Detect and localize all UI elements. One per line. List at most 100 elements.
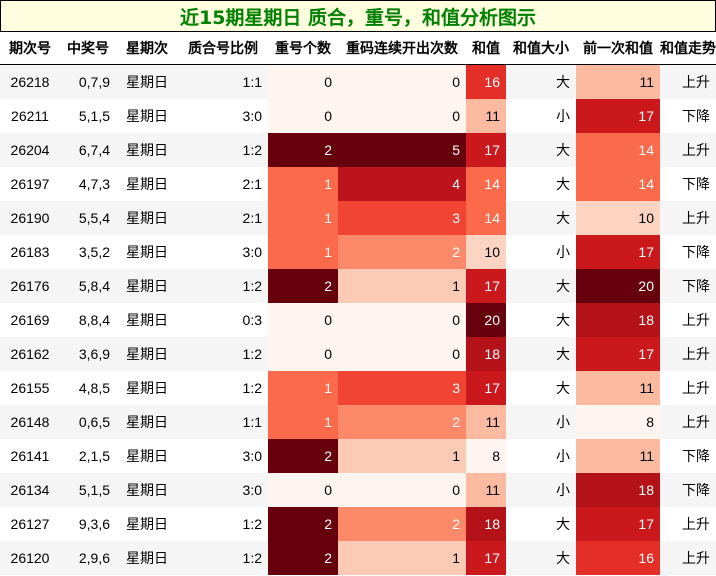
table-row: 26204 6,7,4 星期日 1:2 2 5 17 大 14 上升 <box>0 133 716 167</box>
cell-8: 11 <box>576 64 660 99</box>
cell-8: 17 <box>576 507 660 541</box>
cell-9: 下降 <box>660 439 716 473</box>
table-body: 26218 0,7,9 星期日 1:1 0 0 16 大 11 上升 26211 5,1,5 星期日 3:… <box>0 64 716 575</box>
cell-9: 上升 <box>660 405 716 439</box>
cell-1: 9,3,6 <box>60 507 116 541</box>
cell-0: 26155 <box>0 371 60 405</box>
cell-2: 星期日 <box>116 303 178 337</box>
cell-4: 1 <box>268 405 338 439</box>
table-row: 26127 9,3,6 星期日 1:2 2 2 18 大 17 上升 <box>0 507 716 541</box>
cell-7: 大 <box>506 201 576 235</box>
cell-9: 下降 <box>660 235 716 269</box>
cell-4: 2 <box>268 269 338 303</box>
cell-1: 0,6,5 <box>60 405 116 439</box>
cell-8: 17 <box>576 99 660 133</box>
table-row: 26134 5,1,5 星期日 3:0 0 0 11 小 18 下降 <box>0 473 716 507</box>
cell-7: 大 <box>506 269 576 303</box>
cell-1: 2,1,5 <box>60 439 116 473</box>
cell-6: 17 <box>466 371 506 405</box>
cell-2: 星期日 <box>116 371 178 405</box>
cell-9: 上升 <box>660 133 716 167</box>
table-row: 26141 2,1,5 星期日 3:0 2 1 8 小 11 下降 <box>0 439 716 473</box>
cell-5: 0 <box>338 337 466 371</box>
cell-4: 2 <box>268 507 338 541</box>
cell-7: 大 <box>506 507 576 541</box>
cell-4: 1 <box>268 167 338 201</box>
cell-3: 1:2 <box>178 541 268 575</box>
cell-0: 26218 <box>0 64 60 99</box>
cell-7: 小 <box>506 405 576 439</box>
header-row: 期次号 中奖号 星期次 质合号比例 重号个数 重码连续开出次数 和值 和值大小 前一次和值 和值走… <box>0 32 716 65</box>
cell-6: 18 <box>466 337 506 371</box>
table-row: 26176 5,8,4 星期日 1:2 2 1 17 大 20 下降 <box>0 269 716 303</box>
cell-3: 3:0 <box>178 99 268 133</box>
cell-4: 2 <box>268 439 338 473</box>
cell-0: 26162 <box>0 337 60 371</box>
cell-8: 10 <box>576 201 660 235</box>
cell-7: 小 <box>506 439 576 473</box>
cell-0: 26204 <box>0 133 60 167</box>
cell-6: 11 <box>466 405 506 439</box>
cell-1: 5,1,5 <box>60 99 116 133</box>
table-row: 26155 4,8,5 星期日 1:2 1 3 17 大 11 上升 <box>0 371 716 405</box>
cell-1: 4,8,5 <box>60 371 116 405</box>
cell-3: 3:0 <box>178 473 268 507</box>
cell-6: 8 <box>466 439 506 473</box>
cell-6: 20 <box>466 303 506 337</box>
cell-9: 上升 <box>660 507 716 541</box>
cell-5: 4 <box>338 167 466 201</box>
cell-4: 2 <box>268 541 338 575</box>
cell-4: 0 <box>268 64 338 99</box>
cell-7: 大 <box>506 337 576 371</box>
cell-6: 17 <box>466 541 506 575</box>
cell-5: 0 <box>338 473 466 507</box>
cell-0: 26141 <box>0 439 60 473</box>
cell-2: 星期日 <box>116 133 178 167</box>
cell-7: 大 <box>506 167 576 201</box>
cell-3: 2:1 <box>178 201 268 235</box>
cell-4: 1 <box>268 371 338 405</box>
cell-5: 2 <box>338 235 466 269</box>
cell-8: 16 <box>576 541 660 575</box>
cell-1: 5,5,4 <box>60 201 116 235</box>
cell-5: 2 <box>338 507 466 541</box>
cell-9: 下降 <box>660 167 716 201</box>
cell-6: 14 <box>466 201 506 235</box>
cell-7: 小 <box>506 473 576 507</box>
cell-4: 1 <box>268 201 338 235</box>
cell-8: 11 <box>576 371 660 405</box>
cell-9: 上升 <box>660 371 716 405</box>
cell-8: 8 <box>576 405 660 439</box>
cell-5: 1 <box>338 269 466 303</box>
cell-3: 1:2 <box>178 507 268 541</box>
cell-3: 1:2 <box>178 337 268 371</box>
cell-1: 3,5,2 <box>60 235 116 269</box>
cell-1: 3,6,9 <box>60 337 116 371</box>
cell-5: 1 <box>338 541 466 575</box>
column-header-3: 质合号比例 <box>178 32 268 65</box>
table-row: 26183 3,5,2 星期日 3:0 1 2 10 小 17 下降 <box>0 235 716 269</box>
analysis-table: 期次号 中奖号 星期次 质合号比例 重号个数 重码连续开出次数 和值 和值大小 前一次和值 和值走… <box>0 32 716 575</box>
column-header-2: 星期次 <box>116 32 178 65</box>
column-header-9: 和值走势 <box>660 32 716 65</box>
cell-5: 3 <box>338 201 466 235</box>
cell-1: 8,8,4 <box>60 303 116 337</box>
cell-2: 星期日 <box>116 541 178 575</box>
cell-3: 1:2 <box>178 133 268 167</box>
cell-8: 11 <box>576 439 660 473</box>
cell-9: 上升 <box>660 64 716 99</box>
cell-0: 26134 <box>0 473 60 507</box>
table-row: 26169 8,8,4 星期日 0:3 0 0 20 大 18 上升 <box>0 303 716 337</box>
column-header-7: 和值大小 <box>506 32 576 65</box>
cell-6: 17 <box>466 133 506 167</box>
cell-3: 2:1 <box>178 167 268 201</box>
cell-2: 星期日 <box>116 507 178 541</box>
cell-0: 26127 <box>0 507 60 541</box>
cell-7: 大 <box>506 303 576 337</box>
cell-2: 星期日 <box>116 235 178 269</box>
cell-0: 26176 <box>0 269 60 303</box>
cell-0: 26148 <box>0 405 60 439</box>
cell-3: 3:0 <box>178 439 268 473</box>
cell-6: 11 <box>466 473 506 507</box>
cell-1: 5,8,4 <box>60 269 116 303</box>
